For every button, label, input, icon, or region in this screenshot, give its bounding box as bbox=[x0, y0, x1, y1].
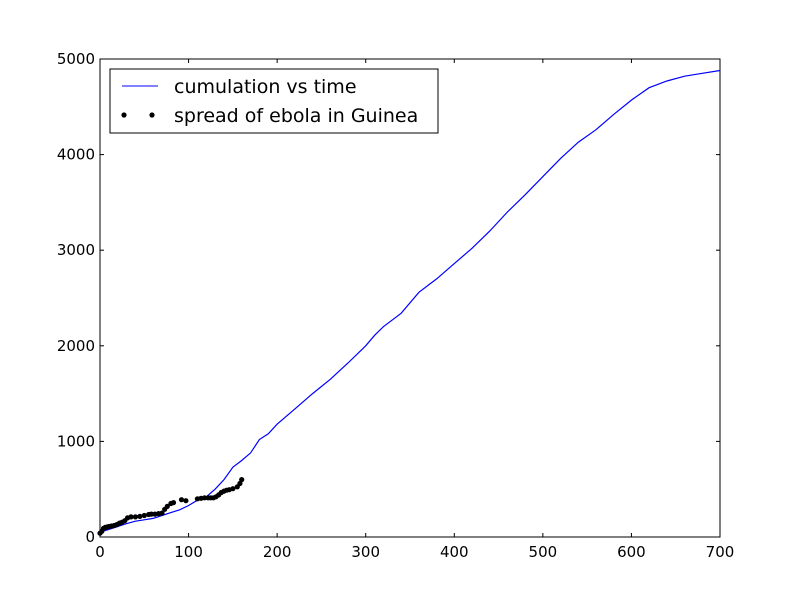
x-tick-label: 300 bbox=[351, 543, 380, 561]
legend-point-swatch bbox=[149, 112, 155, 118]
data-point bbox=[230, 486, 236, 492]
x-tick-label: 600 bbox=[617, 543, 646, 561]
data-point bbox=[137, 513, 143, 520]
data-point bbox=[201, 495, 208, 501]
y-tick-label: 0 bbox=[85, 528, 95, 546]
x-tick-label: 0 bbox=[95, 543, 105, 561]
data-point bbox=[132, 514, 138, 520]
y-tick-label: 5000 bbox=[57, 50, 95, 68]
y-tick-label: 1000 bbox=[57, 432, 95, 450]
data-point bbox=[183, 498, 189, 504]
plot-area bbox=[99, 58, 721, 538]
data-point bbox=[239, 477, 245, 483]
legend-point-swatch bbox=[121, 112, 127, 118]
data-point bbox=[164, 503, 170, 509]
y-tick-label: 3000 bbox=[57, 241, 95, 259]
legend-box bbox=[109, 68, 439, 134]
axis-ticks: 0 100 200 300 400 500 600 700 0 1000 2000 3000 4000 5… bbox=[57, 50, 735, 561]
series-layer bbox=[97, 69, 721, 536]
data-point bbox=[170, 500, 177, 506]
data-point bbox=[141, 512, 147, 519]
y-tick-label: 4000 bbox=[57, 146, 95, 164]
legend-label-series-1: cumulation vs time bbox=[174, 76, 357, 98]
legend: cumulation vs time spread of ebola in Gu… bbox=[109, 68, 439, 134]
x-tick-label: 700 bbox=[706, 543, 735, 561]
data-point bbox=[237, 480, 243, 487]
data-point bbox=[128, 514, 134, 520]
x-tick-label: 100 bbox=[174, 543, 203, 561]
x-tick-label: 400 bbox=[440, 543, 469, 561]
data-point bbox=[159, 510, 165, 516]
legend-label-series-2: spread of ebola in Guinea bbox=[174, 105, 418, 127]
series-line-1 bbox=[99, 69, 721, 533]
x-tick-label: 200 bbox=[263, 543, 292, 561]
data-point bbox=[178, 497, 185, 503]
y-tick-label: 2000 bbox=[57, 337, 95, 355]
x-tick-label: 500 bbox=[529, 543, 558, 561]
